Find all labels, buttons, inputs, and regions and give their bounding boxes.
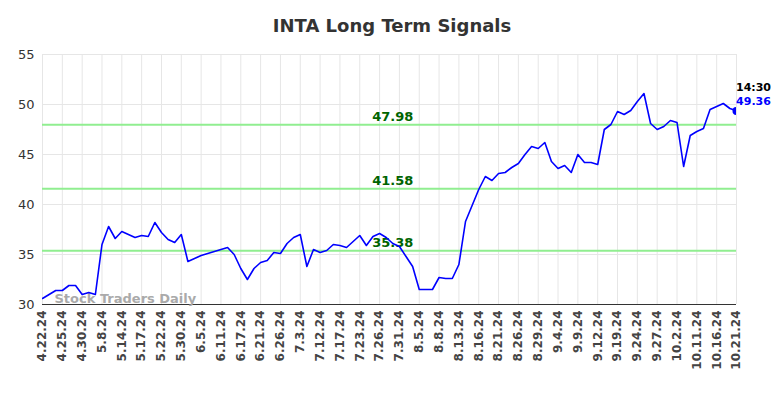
html-text:INTA Long Term Signals: INTA Long Term Signals xyxy=(272,15,512,36)
svg-text:55: 55 xyxy=(18,47,35,62)
svg-text:6.26.24: 6.26.24 xyxy=(273,311,287,362)
svg-text:6.5.24: 6.5.24 xyxy=(194,311,208,354)
svg-text:4.22.24: 4.22.24 xyxy=(35,311,49,362)
svg-text:7.26.24: 7.26.24 xyxy=(372,311,386,362)
svg-text:4.30.24: 4.30.24 xyxy=(75,311,89,362)
svg-text:7.31.24: 7.31.24 xyxy=(392,311,406,362)
svg-text:41.58: 41.58 xyxy=(372,173,413,188)
svg-text:49.36: 49.36 xyxy=(736,95,771,108)
svg-text:9.27.24: 9.27.24 xyxy=(650,311,664,362)
svg-text:8.16.24: 8.16.24 xyxy=(472,311,486,362)
svg-text:7.12.24: 7.12.24 xyxy=(313,311,327,362)
svg-text:50: 50 xyxy=(18,97,35,112)
svg-text:9.9.24: 9.9.24 xyxy=(571,311,585,354)
svg-text:14:30: 14:30 xyxy=(736,81,771,94)
svg-text:8.21.24: 8.21.24 xyxy=(491,311,505,362)
svg-text:35.38: 35.38 xyxy=(372,235,413,250)
svg-text:47.98: 47.98 xyxy=(372,109,413,124)
svg-text:8.5.24: 8.5.24 xyxy=(412,311,426,354)
svg-text:6.11.24: 6.11.24 xyxy=(214,311,228,362)
svg-text:10.21.24: 10.21.24 xyxy=(729,311,743,370)
svg-text:5.17.24: 5.17.24 xyxy=(134,311,148,362)
svg-text:10.16.24: 10.16.24 xyxy=(710,311,724,370)
svg-text:10.11.24: 10.11.24 xyxy=(690,311,704,370)
svg-text:Stock Traders Daily: Stock Traders Daily xyxy=(55,291,197,306)
svg-text:6.21.24: 6.21.24 xyxy=(253,311,267,362)
svg-text:6.17.24: 6.17.24 xyxy=(234,311,248,362)
svg-text:8.26.24: 8.26.24 xyxy=(511,311,525,362)
svg-text:30: 30 xyxy=(18,297,35,312)
svg-text:9.19.24: 9.19.24 xyxy=(610,311,624,362)
svg-text:45: 45 xyxy=(18,147,35,162)
svg-text:8.13.24: 8.13.24 xyxy=(452,311,466,362)
svg-text:7.3.24: 7.3.24 xyxy=(293,311,307,354)
svg-text:5.14.24: 5.14.24 xyxy=(115,311,129,362)
svg-text:5.8.24: 5.8.24 xyxy=(95,311,109,354)
svg-text:8.8.24: 8.8.24 xyxy=(432,311,446,354)
svg-text:9.4.24: 9.4.24 xyxy=(551,311,565,354)
svg-text:7.17.24: 7.17.24 xyxy=(333,311,347,362)
svg-text:8.29.24: 8.29.24 xyxy=(531,311,545,362)
svg-text:40: 40 xyxy=(18,197,35,212)
svg-text:5.30.24: 5.30.24 xyxy=(174,311,188,362)
svg-text:35: 35 xyxy=(18,247,35,262)
svg-text:9.12.24: 9.12.24 xyxy=(591,311,605,362)
svg-text:7.23.24: 7.23.24 xyxy=(353,311,367,362)
svg-text:9.24.24: 9.24.24 xyxy=(630,311,644,362)
svg-text:4.25.24: 4.25.24 xyxy=(55,311,69,362)
svg-text:5.22.24: 5.22.24 xyxy=(154,311,168,362)
svg-text:10.2.24: 10.2.24 xyxy=(670,311,684,362)
